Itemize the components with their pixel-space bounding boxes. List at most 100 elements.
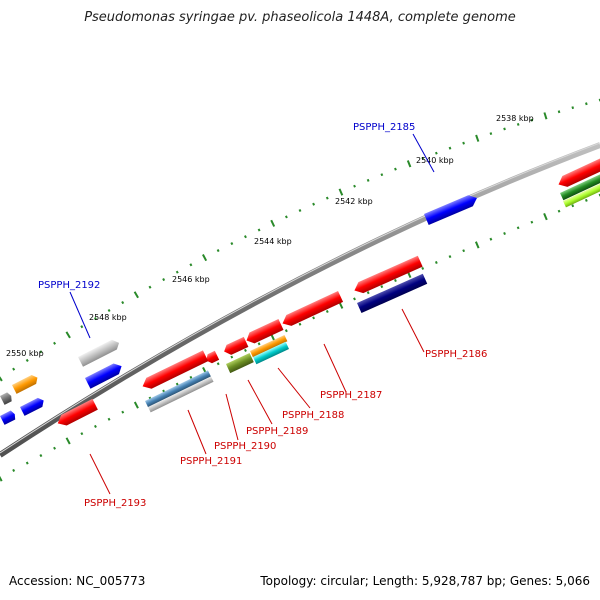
outer-tick <box>406 160 412 168</box>
outer-tick <box>503 127 506 131</box>
gene-label-PSPPH_2187[interactable]: PSPPH_2187 <box>320 390 382 401</box>
gene-label-PSPPH_2191[interactable]: PSPPH_2191 <box>180 456 242 467</box>
kbp-label-2542: 2542 kbp <box>335 197 373 206</box>
outer-tick <box>25 358 29 362</box>
callout-line-PSPPH_2190 <box>225 393 239 441</box>
callout-line-PSPPH_2193 <box>89 453 111 495</box>
inner-tick <box>80 432 84 436</box>
gene-label-PSPPH_2192[interactable]: PSPPH_2192 <box>38 280 100 291</box>
feature-red-upper-right[interactable] <box>556 157 600 190</box>
feature-PSPPH_2192[interactable] <box>85 361 124 389</box>
feature-lime-inner[interactable] <box>563 181 600 208</box>
feature-darkgray-forward-edge[interactable] <box>0 391 13 405</box>
feature-gray-forward[interactable] <box>78 337 121 367</box>
outer-tick <box>121 301 125 305</box>
outer-tick <box>133 291 139 299</box>
inner-tick <box>503 232 506 235</box>
outer-tick-ring <box>0 98 600 382</box>
feature-orange-inner[interactable] <box>250 334 288 358</box>
inner-tick <box>121 410 125 414</box>
outer-tick <box>12 367 16 371</box>
inner-tick <box>557 209 561 213</box>
inner-tick <box>353 297 356 301</box>
feature-blue-edge[interactable] <box>0 410 17 425</box>
inner-tick <box>0 475 3 482</box>
outer-tick <box>394 167 397 171</box>
gene-label-PSPPH_2186[interactable]: PSPPH_2186 <box>425 349 487 360</box>
feature-gray-inner[interactable] <box>148 376 214 413</box>
feature-PSPPH_2190[interactable] <box>204 350 220 365</box>
outer-tick <box>107 308 111 313</box>
inner-tick <box>216 362 220 366</box>
gene-label-PSPPH_2193[interactable]: PSPPH_2193 <box>84 498 146 509</box>
callout-line-PSPPH_2185 <box>412 133 435 173</box>
outer-tick <box>325 196 329 200</box>
feature-PSPPH_2186[interactable] <box>352 255 423 296</box>
feature-PSPPH_2193[interactable] <box>55 398 98 429</box>
kbp-label-2550: 2550 kbp <box>6 349 44 358</box>
inner-tick <box>530 220 534 224</box>
map-title: Pseudomonas syringae pv. phaseolicola 14… <box>84 10 516 25</box>
inner-tick <box>65 437 71 445</box>
inner-tick <box>571 204 575 208</box>
feature-PSPPH_2188[interactable] <box>244 318 284 346</box>
inner-tick <box>257 342 261 346</box>
inner-tick <box>474 241 480 249</box>
outer-tick <box>557 110 561 114</box>
inner-tick <box>448 255 452 259</box>
inner-tick <box>94 424 97 428</box>
gene-label-PSPPH_2188[interactable]: PSPPH_2188 <box>282 410 344 421</box>
feature-olive-inner[interactable] <box>226 353 254 374</box>
inner-tick <box>230 355 234 359</box>
outer-tick <box>148 285 152 289</box>
inner-tick <box>380 285 384 289</box>
inner-tick <box>107 417 111 421</box>
kbp-label-2544: 2544 kbp <box>254 237 292 246</box>
callout-line-PSPPH_2188 <box>277 367 311 409</box>
outer-tick <box>516 122 520 126</box>
inner-tick <box>175 382 179 386</box>
feature-steelblue-inner[interactable] <box>145 370 211 408</box>
gene-label-PSPPH_2185[interactable]: PSPPH_2185 <box>353 122 415 133</box>
outer-tick <box>216 249 220 253</box>
outer-tick <box>93 316 97 321</box>
feature-green-inner[interactable] <box>560 172 600 201</box>
feature-PSPPH_2191[interactable] <box>140 350 209 391</box>
feature-blue-forward-left[interactable] <box>20 396 46 416</box>
kbp-label-2548: 2548 kbp <box>89 313 127 322</box>
feature-cyan-inner[interactable] <box>253 341 290 365</box>
callout-line-PSPPH_2189 <box>247 379 273 425</box>
feature-PSPPH_2185[interactable] <box>424 193 479 226</box>
outer-tick <box>257 228 261 232</box>
outer-tick <box>489 132 493 136</box>
inner-tick <box>489 237 493 241</box>
outer-tick <box>202 254 208 262</box>
outer-tick <box>571 106 575 110</box>
outer-tick <box>298 208 302 213</box>
outer-tick <box>65 331 71 339</box>
outer-tick <box>175 270 179 274</box>
kbp-label-2540: 2540 kbp <box>416 156 454 165</box>
outer-tick <box>475 134 480 142</box>
feature-navy-inner[interactable] <box>357 273 428 314</box>
gene-label-PSPPH_2190[interactable]: PSPPH_2190 <box>214 441 276 452</box>
inner-tick <box>12 468 16 472</box>
feature-PSPPH_2187[interactable] <box>280 290 344 329</box>
kbp-label-2546: 2546 kbp <box>172 275 210 284</box>
genome-backbone <box>0 142 600 458</box>
gene-label-PSPPH_2189[interactable]: PSPPH_2189 <box>246 426 308 437</box>
feature-orange-forward[interactable] <box>12 373 40 394</box>
inner-tick <box>298 322 302 326</box>
outer-tick <box>585 102 588 106</box>
outer-tick <box>244 235 247 239</box>
inner-tick <box>421 266 425 270</box>
genome-backbone-highlight <box>0 142 600 454</box>
inner-tick <box>312 316 316 320</box>
outer-tick <box>0 376 3 382</box>
feature-PSPPH_2189[interactable] <box>222 336 249 357</box>
outer-tick <box>80 325 84 329</box>
outer-tick <box>448 146 452 150</box>
outer-tick <box>312 202 316 206</box>
outer-tick <box>380 173 384 177</box>
